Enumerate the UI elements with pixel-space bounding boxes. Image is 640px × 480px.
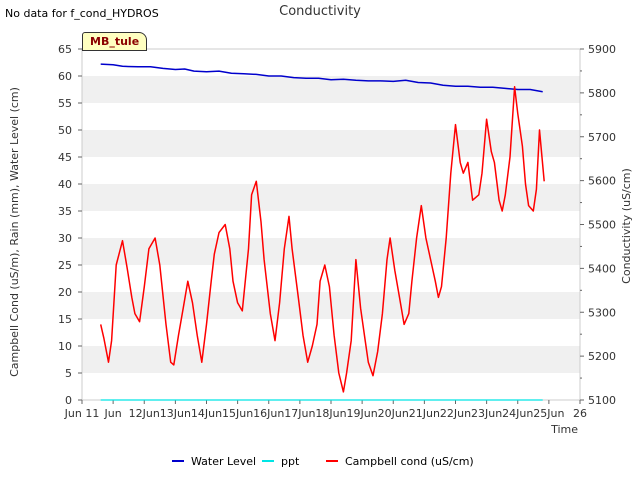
left-tick-label: 20	[58, 286, 72, 299]
x-tick-label: 14Jun	[191, 407, 222, 420]
right-tick-label: 5800	[588, 87, 616, 100]
background-band	[82, 346, 580, 373]
x-tick-label: 20Jun	[378, 407, 409, 420]
right-axis-ticks: 5100 5200 5300 5400 5500 5600 5700 5800 5900	[580, 43, 616, 407]
legend: Water Level ppt Campbell cond (uS/cm)	[172, 455, 474, 468]
left-tick-label: 10	[58, 340, 72, 353]
x-tick-label: 19Jun	[347, 407, 378, 420]
x-axis-ticks: Jun 11 Jun 12Jun 13Jun 14Jun 15Jun 16Jun 17Jun 1…	[64, 400, 587, 420]
series-line-water-level	[100, 63, 543, 93]
x-tick-label: 15Jun	[222, 407, 253, 420]
x-tick-label: 22Jun	[440, 407, 471, 420]
x-tick-label: 17Jun	[284, 407, 315, 420]
x-tick-label: 16Jun	[253, 407, 284, 420]
left-tick-label: 60	[58, 70, 72, 83]
no-data-notice: No data for f_cond_HYDROS	[5, 7, 159, 20]
left-tick-label: 55	[58, 97, 72, 110]
left-tick-label: 15	[58, 313, 72, 326]
right-tick-label: 5600	[588, 175, 616, 188]
left-tick-label: 65	[58, 43, 72, 56]
left-tick-label: 30	[58, 232, 72, 245]
legend-label: Campbell cond (uS/cm)	[345, 455, 474, 468]
y-axis-label-left: Campbell Cond (uS/m), Rain (mm), Water L…	[8, 87, 21, 377]
right-tick-label: 5500	[588, 219, 616, 232]
left-tick-label: 45	[58, 151, 72, 164]
right-tick-label: 5300	[588, 306, 616, 319]
legend-label: Water Level	[191, 455, 256, 468]
left-tick-label: 35	[58, 205, 72, 218]
x-axis-label: Time	[550, 423, 578, 436]
right-tick-label: 5700	[588, 131, 616, 144]
x-tick-label: 26	[573, 407, 587, 420]
left-tick-label: 25	[58, 259, 72, 272]
background-band	[82, 130, 580, 157]
left-tick-label: 50	[58, 124, 72, 137]
x-tick-label: 23Jun	[471, 407, 502, 420]
x-tick-label: 13Jun	[160, 407, 191, 420]
site-badge: MB_tule	[82, 32, 148, 51]
background-band	[82, 238, 580, 265]
background-bands	[82, 76, 580, 373]
left-tick-label: 40	[58, 178, 72, 191]
x-tick-label: 18Jun	[315, 407, 346, 420]
right-tick-label: 5900	[588, 43, 616, 56]
x-tick-label: Jun	[104, 407, 122, 420]
x-tick-label: 21Jun	[409, 407, 440, 420]
legend-label: ppt	[281, 455, 300, 468]
right-tick-label: 5400	[588, 262, 616, 275]
left-tick-label: 5	[65, 367, 72, 380]
x-tick-label: Jun 11	[64, 407, 100, 420]
right-tick-label: 5100	[588, 394, 616, 407]
y-axis-label-right: Conductivity (uS/cm)	[620, 168, 633, 284]
left-axis-ticks: 0 5 10 15 20 25 30 35 40 45 50 55 60 65	[58, 43, 82, 407]
right-tick-label: 5200	[588, 350, 616, 363]
series-lines	[99, 63, 545, 401]
chart-title: Conductivity	[279, 4, 361, 19]
x-tick-label: 12Jun	[129, 407, 160, 420]
left-tick-label: 0	[65, 394, 72, 407]
x-tick-label: 25Jun	[533, 407, 564, 420]
x-tick-label: 24Jun	[502, 407, 533, 420]
series-line-campbell-cond-us-cm	[99, 86, 545, 393]
